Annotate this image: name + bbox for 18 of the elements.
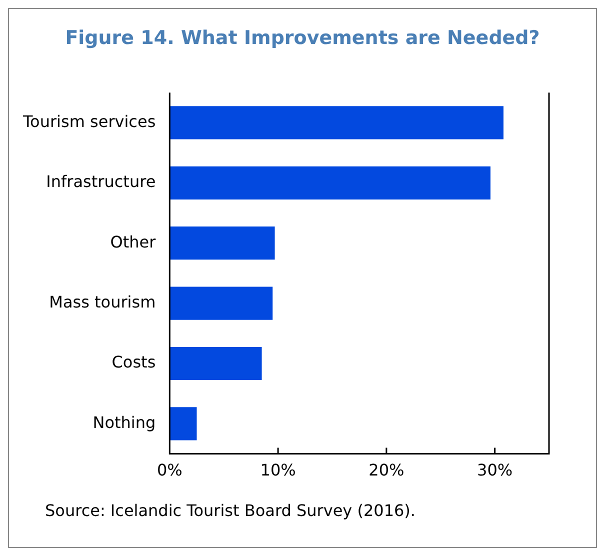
x-tick-label: 30% [477, 460, 513, 480]
bar [170, 407, 197, 440]
y-tick-label: Tourism services [22, 112, 156, 131]
x-tick-label: 10% [260, 460, 296, 480]
source-note: Source: Icelandic Tourist Board Survey (2016). [45, 501, 417, 520]
chart-title: Figure 14. What Improvements are Needed? [64, 27, 541, 49]
y-tick-label: Costs [112, 352, 156, 372]
x-tick-label: 0% [156, 460, 182, 480]
y-tick-label: Infrastructure [46, 172, 156, 192]
y-tick-label: Nothing [92, 412, 156, 432]
bar [170, 226, 275, 260]
y-tick-label: Other [110, 232, 156, 252]
y-tick-label: Mass tourism [49, 292, 156, 312]
bar [170, 346, 262, 380]
bar [170, 106, 504, 140]
bar [170, 286, 273, 320]
bar [170, 166, 490, 200]
x-tick-label: 20% [368, 460, 404, 480]
